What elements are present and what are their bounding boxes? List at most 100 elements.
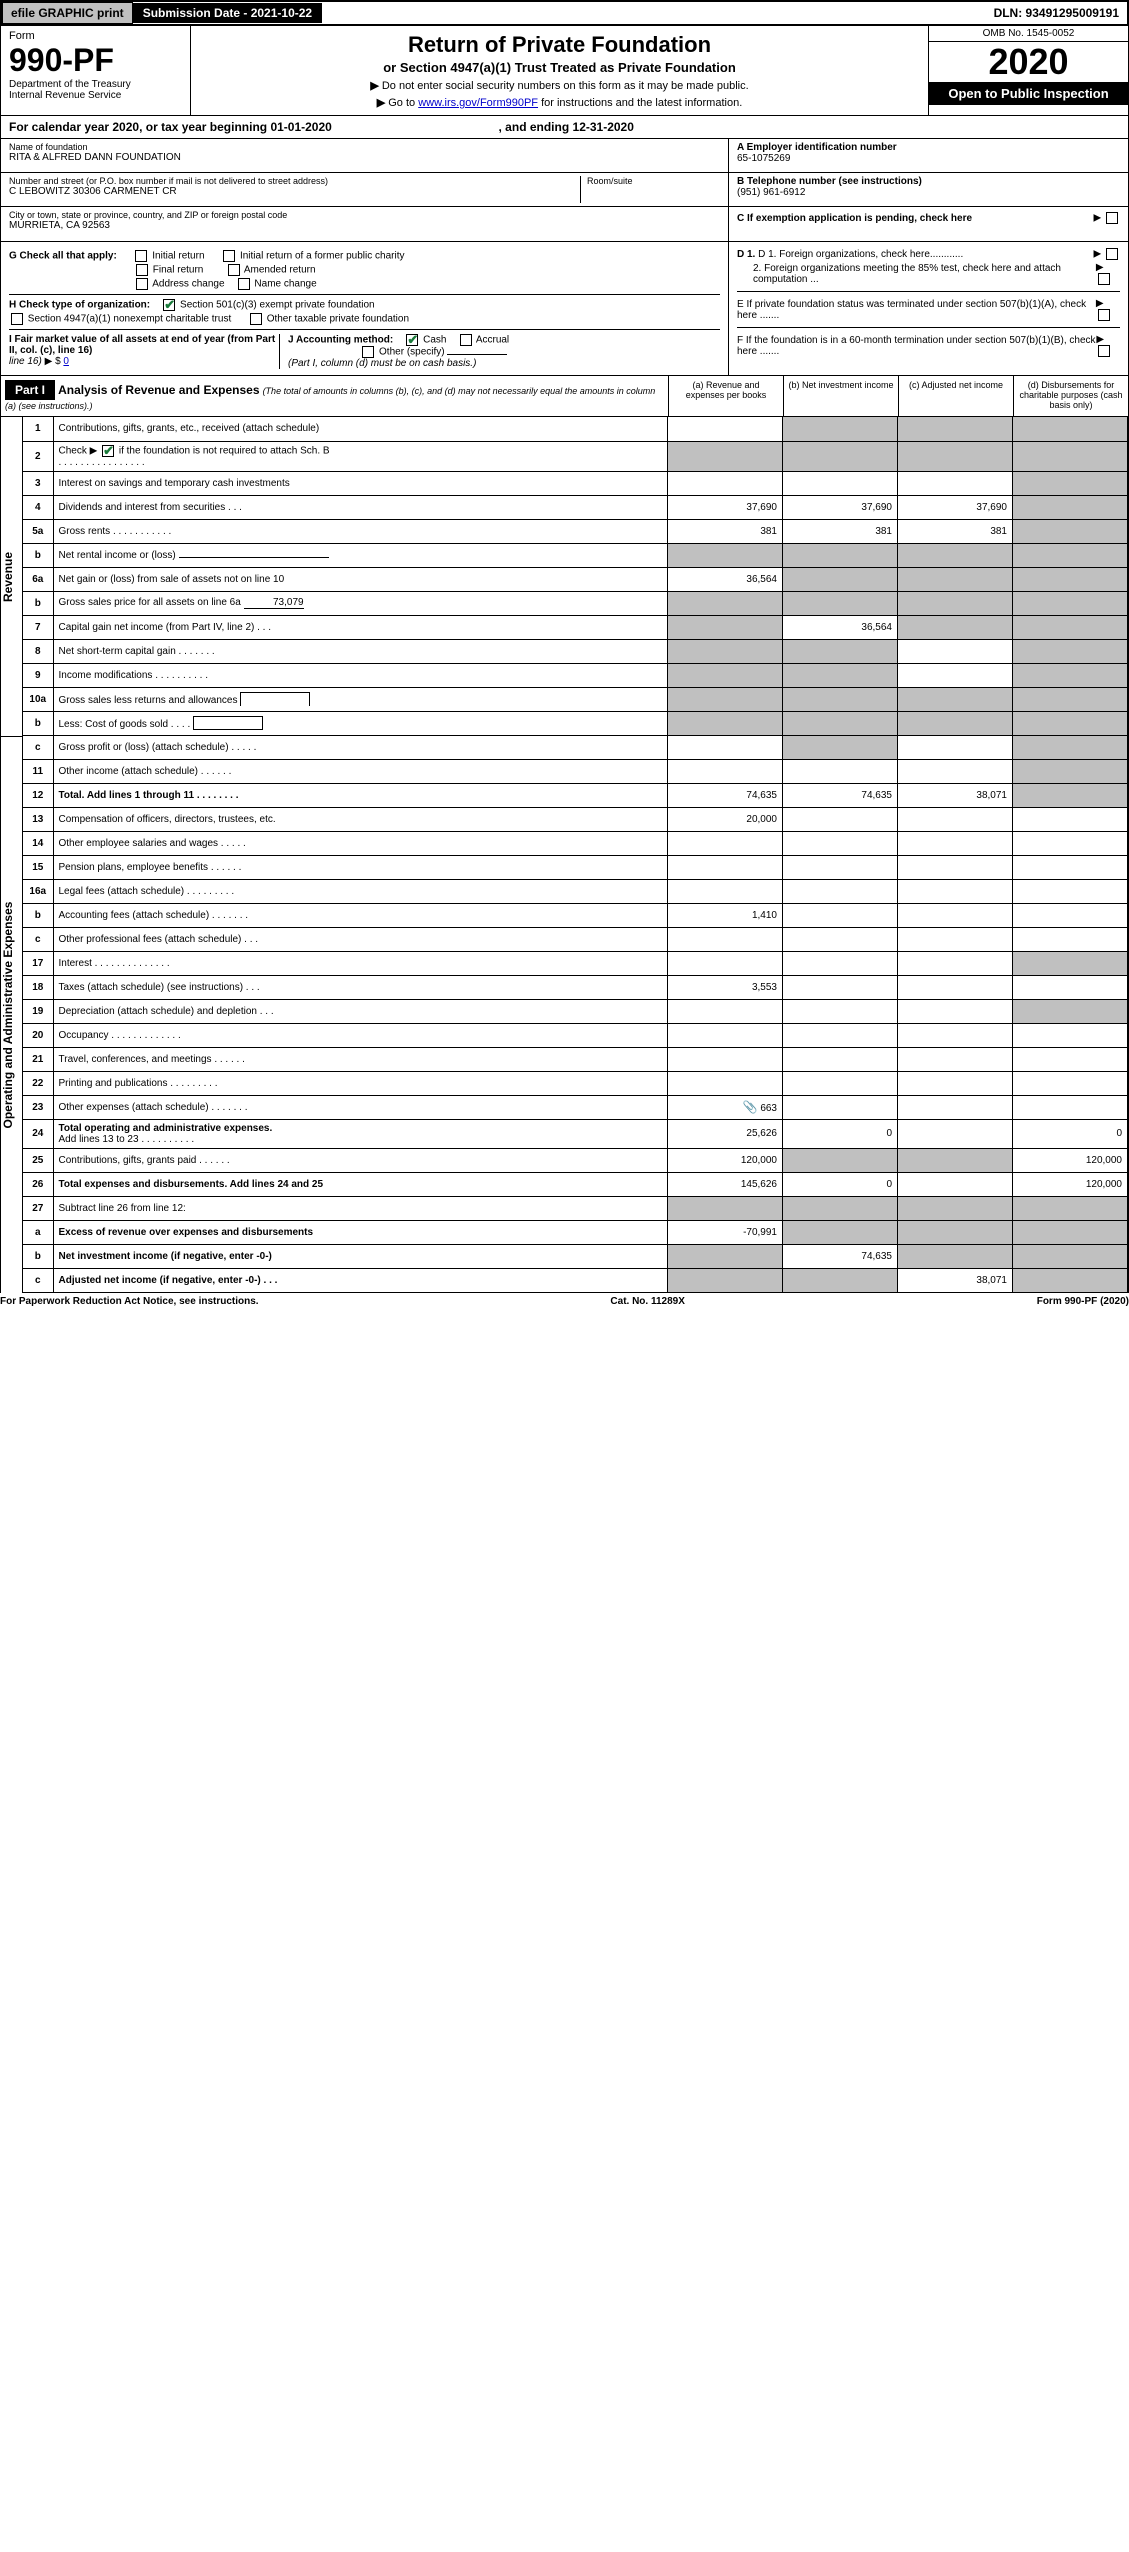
line-27: 27Subtract line 26 from line 12: — [23, 1196, 1128, 1220]
line-27b: bNet investment income (if negative, ent… — [23, 1244, 1128, 1268]
d1-checkbox[interactable] — [1106, 248, 1118, 260]
line-27c: cAdjusted net income (if negative, enter… — [23, 1268, 1128, 1292]
accrual-checkbox[interactable] — [460, 334, 472, 346]
header-right: OMB No. 1545-0052 2020 Open to Public In… — [928, 26, 1128, 115]
omb-number: OMB No. 1545-0052 — [929, 26, 1128, 42]
calendar-year-row: For calendar year 2020, or tax year begi… — [0, 116, 1129, 139]
dept-label: Department of the Treasury — [9, 79, 182, 90]
ein: 65-1075269 — [737, 153, 1120, 164]
line-21: 21Travel, conferences, and meetings . . … — [23, 1047, 1128, 1071]
part1-title: Analysis of Revenue and Expenses — [58, 383, 259, 397]
form-title: Return of Private Foundation — [201, 32, 918, 58]
col-b-header: (b) Net investment income — [783, 376, 898, 416]
initial-return-checkbox[interactable] — [135, 250, 147, 262]
f-label: F If the foundation is in a 60-month ter… — [737, 335, 1096, 357]
form-label: Form — [9, 30, 182, 42]
line-23: 23Other expenses (attach schedule) . . .… — [23, 1095, 1128, 1119]
checks-block: G Check all that apply: Initial return I… — [0, 242, 1129, 376]
form990pf-link[interactable]: www.irs.gov/Form990PF — [418, 97, 538, 109]
revenue-sidelabel: Revenue — [1, 417, 15, 736]
lines-table: 1Contributions, gifts, grants, etc., rec… — [23, 417, 1128, 1293]
address-change-checkbox[interactable] — [136, 278, 148, 290]
irs-label: Internal Revenue Service — [9, 90, 182, 101]
form-subtitle: or Section 4947(a)(1) Trust Treated as P… — [201, 60, 918, 75]
j-note: (Part I, column (d) must be on cash basi… — [288, 358, 476, 369]
line-15: 15Pension plans, employee benefits . . .… — [23, 855, 1128, 879]
part1-table: Revenue Operating and Administrative Exp… — [0, 417, 1129, 1293]
d2-checkbox[interactable] — [1098, 273, 1110, 285]
501c3-checkbox[interactable] — [163, 299, 175, 311]
line-11: 11Other income (attach schedule) . . . .… — [23, 759, 1128, 783]
instr-1: ▶ Do not enter social security numbers o… — [201, 79, 918, 92]
i-amount[interactable]: 0 — [63, 356, 69, 367]
line-10a: 10aGross sales less returns and allowanc… — [23, 687, 1128, 711]
address-label: Number and street (or P.O. box number if… — [9, 176, 580, 186]
d1-label: D 1. Foreign organizations, check here..… — [758, 249, 963, 260]
foundation-name-label: Name of foundation — [9, 142, 720, 152]
line-24: 24Total operating and administrative exp… — [23, 1119, 1128, 1148]
footer-right: Form 990-PF (2020) — [1037, 1296, 1129, 1307]
footer-left: For Paperwork Reduction Act Notice, see … — [0, 1296, 259, 1307]
line-16a: 16aLegal fees (attach schedule) . . . . … — [23, 879, 1128, 903]
room-label: Room/suite — [587, 176, 720, 186]
page-footer: For Paperwork Reduction Act Notice, see … — [0, 1293, 1129, 1310]
line-6b: bGross sales price for all assets on lin… — [23, 591, 1128, 615]
line-19: 19Depreciation (attach schedule) and dep… — [23, 999, 1128, 1023]
telephone: (951) 961-6912 — [737, 187, 1120, 198]
f-checkbox[interactable] — [1098, 345, 1110, 357]
submission-date-label: Submission Date - 2021-10-22 — [133, 3, 322, 23]
form-number: 990-PF — [9, 42, 182, 79]
c-label: C If exemption application is pending, c… — [737, 213, 972, 224]
col-c-header: (c) Adjusted net income — [898, 376, 1013, 416]
topbar: efile GRAPHIC print Submission Date - 20… — [0, 0, 1129, 26]
i-label: I Fair market value of all assets at end… — [9, 334, 275, 356]
open-to-public: Open to Public Inspection — [929, 82, 1128, 105]
e-checkbox[interactable] — [1098, 309, 1110, 321]
g-row: G Check all that apply: Initial return I… — [9, 250, 720, 262]
line-9: 9Income modifications . . . . . . . . . … — [23, 663, 1128, 687]
initial-former-checkbox[interactable] — [223, 250, 235, 262]
footer-mid: Cat. No. 11289X — [610, 1296, 684, 1307]
line-3: 3Interest on savings and temporary cash … — [23, 471, 1128, 495]
city: MURRIETA, CA 92563 — [9, 220, 720, 231]
city-label: City or town, state or province, country… — [9, 210, 720, 220]
amended-return-checkbox[interactable] — [228, 264, 240, 276]
arrow-icon: ▶ — [1094, 213, 1102, 224]
line-14: 14Other employee salaries and wages . . … — [23, 831, 1128, 855]
ein-label: A Employer identification number — [737, 142, 1120, 153]
line-7: 7Capital gain net income (from Part IV, … — [23, 615, 1128, 639]
line-4: 4Dividends and interest from securities … — [23, 495, 1128, 519]
part1-header-row: Part I Analysis of Revenue and Expenses … — [0, 376, 1129, 417]
line-5b: bNet rental income or (loss) — [23, 543, 1128, 567]
efile-print-button[interactable]: efile GRAPHIC print — [2, 2, 133, 24]
line-27a: aExcess of revenue over expenses and dis… — [23, 1220, 1128, 1244]
expenses-sidelabel: Operating and Administrative Expenses — [1, 737, 15, 1293]
line-22: 22Printing and publications . . . . . . … — [23, 1071, 1128, 1095]
name-change-checkbox[interactable] — [238, 278, 250, 290]
final-return-checkbox[interactable] — [136, 264, 148, 276]
cash-checkbox[interactable] — [406, 334, 418, 346]
line-20: 20Occupancy . . . . . . . . . . . . . — [23, 1023, 1128, 1047]
col-a-header: (a) Revenue and expenses per books — [668, 376, 783, 416]
attachment-icon[interactable]: 📎 — [743, 1100, 758, 1114]
part1-label: Part I — [5, 380, 55, 400]
schb-checkbox[interactable] — [102, 445, 114, 457]
other-method-checkbox[interactable] — [362, 346, 374, 358]
foundation-name: RITA & ALFRED DANN FOUNDATION — [9, 152, 720, 163]
instr-2: ▶ Go to www.irs.gov/Form990PF for instru… — [201, 96, 918, 109]
line-5a: 5aGross rents . . . . . . . . . . .38138… — [23, 519, 1128, 543]
c-checkbox[interactable] — [1106, 212, 1118, 224]
form-header: Form 990-PF Department of the Treasury I… — [0, 26, 1129, 116]
line-26: 26Total expenses and disbursements. Add … — [23, 1172, 1128, 1196]
line-16b: bAccounting fees (attach schedule) . . .… — [23, 903, 1128, 927]
4947-checkbox[interactable] — [11, 313, 23, 325]
e-label: E If private foundation status was termi… — [737, 299, 1096, 321]
other-taxable-checkbox[interactable] — [250, 313, 262, 325]
telephone-label: B Telephone number (see instructions) — [737, 176, 1120, 187]
line-13: 13Compensation of officers, directors, t… — [23, 807, 1128, 831]
line-8: 8Net short-term capital gain . . . . . .… — [23, 639, 1128, 663]
line-18: 18Taxes (attach schedule) (see instructi… — [23, 975, 1128, 999]
identification-block: Name of foundation RITA & ALFRED DANN FO… — [0, 139, 1129, 242]
line-10b: bLess: Cost of goods sold . . . . — [23, 711, 1128, 735]
line-6a: 6aNet gain or (loss) from sale of assets… — [23, 567, 1128, 591]
